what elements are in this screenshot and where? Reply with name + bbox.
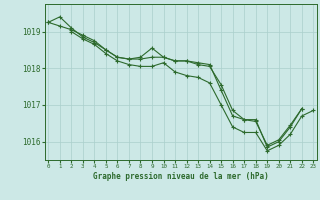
X-axis label: Graphe pression niveau de la mer (hPa): Graphe pression niveau de la mer (hPa) (93, 172, 269, 181)
